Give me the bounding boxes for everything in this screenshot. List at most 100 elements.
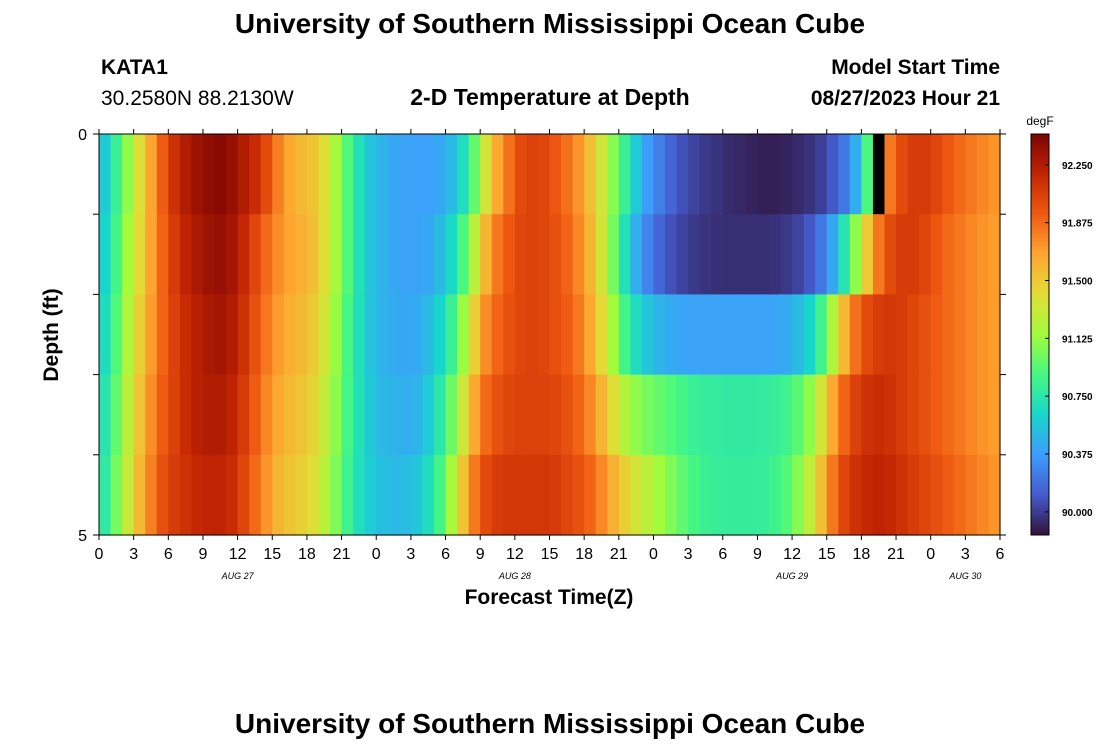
heatmap-cell	[976, 294, 990, 376]
heatmap-cell	[410, 214, 424, 295]
heatmap-cell	[260, 454, 273, 536]
heatmap-cell	[226, 294, 239, 376]
heatmap-cell	[422, 374, 435, 456]
heatmap-cell	[110, 454, 123, 536]
x-tick-label: 18	[852, 546, 870, 563]
heatmap-cell	[283, 374, 296, 456]
heatmap-cell	[607, 454, 620, 536]
heatmap-cell	[191, 454, 204, 536]
heatmap-cell	[953, 454, 966, 536]
heatmap-cell	[780, 134, 793, 215]
x-tick-label: 3	[129, 546, 138, 563]
heatmap-cell	[330, 454, 343, 536]
missing-cell	[872, 134, 886, 215]
footer-title: University of Southern Mississippi Ocean…	[234, 708, 866, 739]
heatmap-cell	[214, 134, 227, 215]
heatmap-cell	[549, 374, 562, 456]
heatmap-cell	[607, 374, 620, 456]
heatmap-cell	[641, 214, 655, 295]
x-tick-label: 9	[753, 546, 762, 563]
heatmap-cell	[849, 214, 862, 295]
heatmap-cell	[792, 134, 805, 215]
heatmap-cell	[237, 214, 250, 295]
heatmap-cell	[364, 374, 377, 456]
heatmap-cell	[260, 374, 273, 456]
heatmap-cell	[480, 454, 493, 536]
heatmap-cell	[249, 134, 262, 215]
heatmap-cell	[572, 214, 585, 295]
heatmap-cell	[803, 134, 816, 215]
heatmap-cell	[433, 374, 447, 456]
heatmap-cell	[630, 214, 643, 295]
heatmap-cell	[630, 374, 643, 456]
heatmap-cell	[722, 294, 735, 376]
heatmap-cell	[595, 134, 608, 215]
heatmap-cell	[768, 134, 782, 215]
heatmap-cell	[665, 374, 678, 456]
heatmap-cell	[410, 134, 424, 215]
heatmap-cell	[965, 294, 978, 376]
heatmap-cell	[907, 294, 920, 376]
heatmap-cell	[353, 454, 366, 536]
heatmap-cell	[688, 214, 701, 295]
heatmap-cell	[503, 454, 516, 536]
heatmap-cell	[191, 294, 204, 376]
chart-heading: 2-D Temperature at Depth	[410, 84, 690, 110]
heatmap-cell	[988, 374, 1001, 456]
heatmap-cell	[641, 374, 655, 456]
heatmap-cell	[306, 454, 320, 536]
x-tick-label: 0	[95, 546, 104, 563]
x-tick-label: 6	[164, 546, 173, 563]
heatmap-cell	[491, 214, 504, 295]
heatmap-cell	[976, 134, 990, 215]
heatmap-cell	[884, 374, 897, 456]
heatmap-cell	[445, 374, 458, 456]
heatmap-cell	[688, 454, 701, 536]
heatmap-cell	[919, 214, 932, 295]
heatmap-cell	[988, 134, 1001, 215]
heatmap-cell	[607, 294, 620, 376]
heatmap-cell	[168, 134, 181, 215]
heatmap-cell	[907, 214, 920, 295]
heatmap-cell	[584, 374, 597, 456]
heatmap-cell	[907, 374, 920, 456]
heatmap-cell	[734, 134, 747, 215]
heatmap-cell	[526, 134, 539, 215]
heatmap-cell	[722, 214, 735, 295]
heatmap-cell	[514, 294, 527, 376]
heatmap-cell	[838, 374, 851, 456]
heatmap-cell	[318, 374, 331, 456]
heatmap-cell	[526, 374, 539, 456]
heatmap-cell	[595, 454, 608, 536]
heatmap-cell	[988, 294, 1001, 376]
heatmap-cell	[919, 294, 932, 376]
heatmap-cell	[757, 454, 770, 536]
heatmap-cell	[330, 134, 343, 215]
heatmap-cell	[260, 294, 273, 376]
heatmap-cell	[953, 134, 966, 215]
heatmap-cell	[688, 134, 701, 215]
heatmap-cell	[156, 374, 169, 456]
heatmap-cell	[318, 134, 331, 215]
heatmap-cell	[537, 454, 551, 536]
heatmap-cell	[318, 214, 331, 295]
colorbar	[1030, 133, 1050, 536]
heatmap-cell	[768, 294, 782, 376]
model-start-value: 08/27/2023 Hour 21	[810, 87, 1000, 110]
heatmap-cell	[122, 374, 135, 456]
heatmap-cell	[399, 454, 412, 536]
heatmap-cell	[249, 294, 262, 376]
heatmap-cell	[387, 374, 400, 456]
heatmap-cell	[953, 214, 966, 295]
heatmap-cell	[133, 294, 146, 376]
heatmap-cell	[896, 214, 909, 295]
heatmap-cell	[249, 214, 262, 295]
heatmap-cell	[665, 214, 678, 295]
station-id: KATA1	[101, 56, 168, 79]
x-tick-label: 18	[575, 546, 593, 563]
heatmap-cell	[341, 374, 354, 456]
heatmap-cell	[156, 134, 169, 215]
heatmap-cell	[745, 294, 759, 376]
heatmap-cell	[145, 134, 158, 215]
heatmap-cell	[699, 294, 712, 376]
